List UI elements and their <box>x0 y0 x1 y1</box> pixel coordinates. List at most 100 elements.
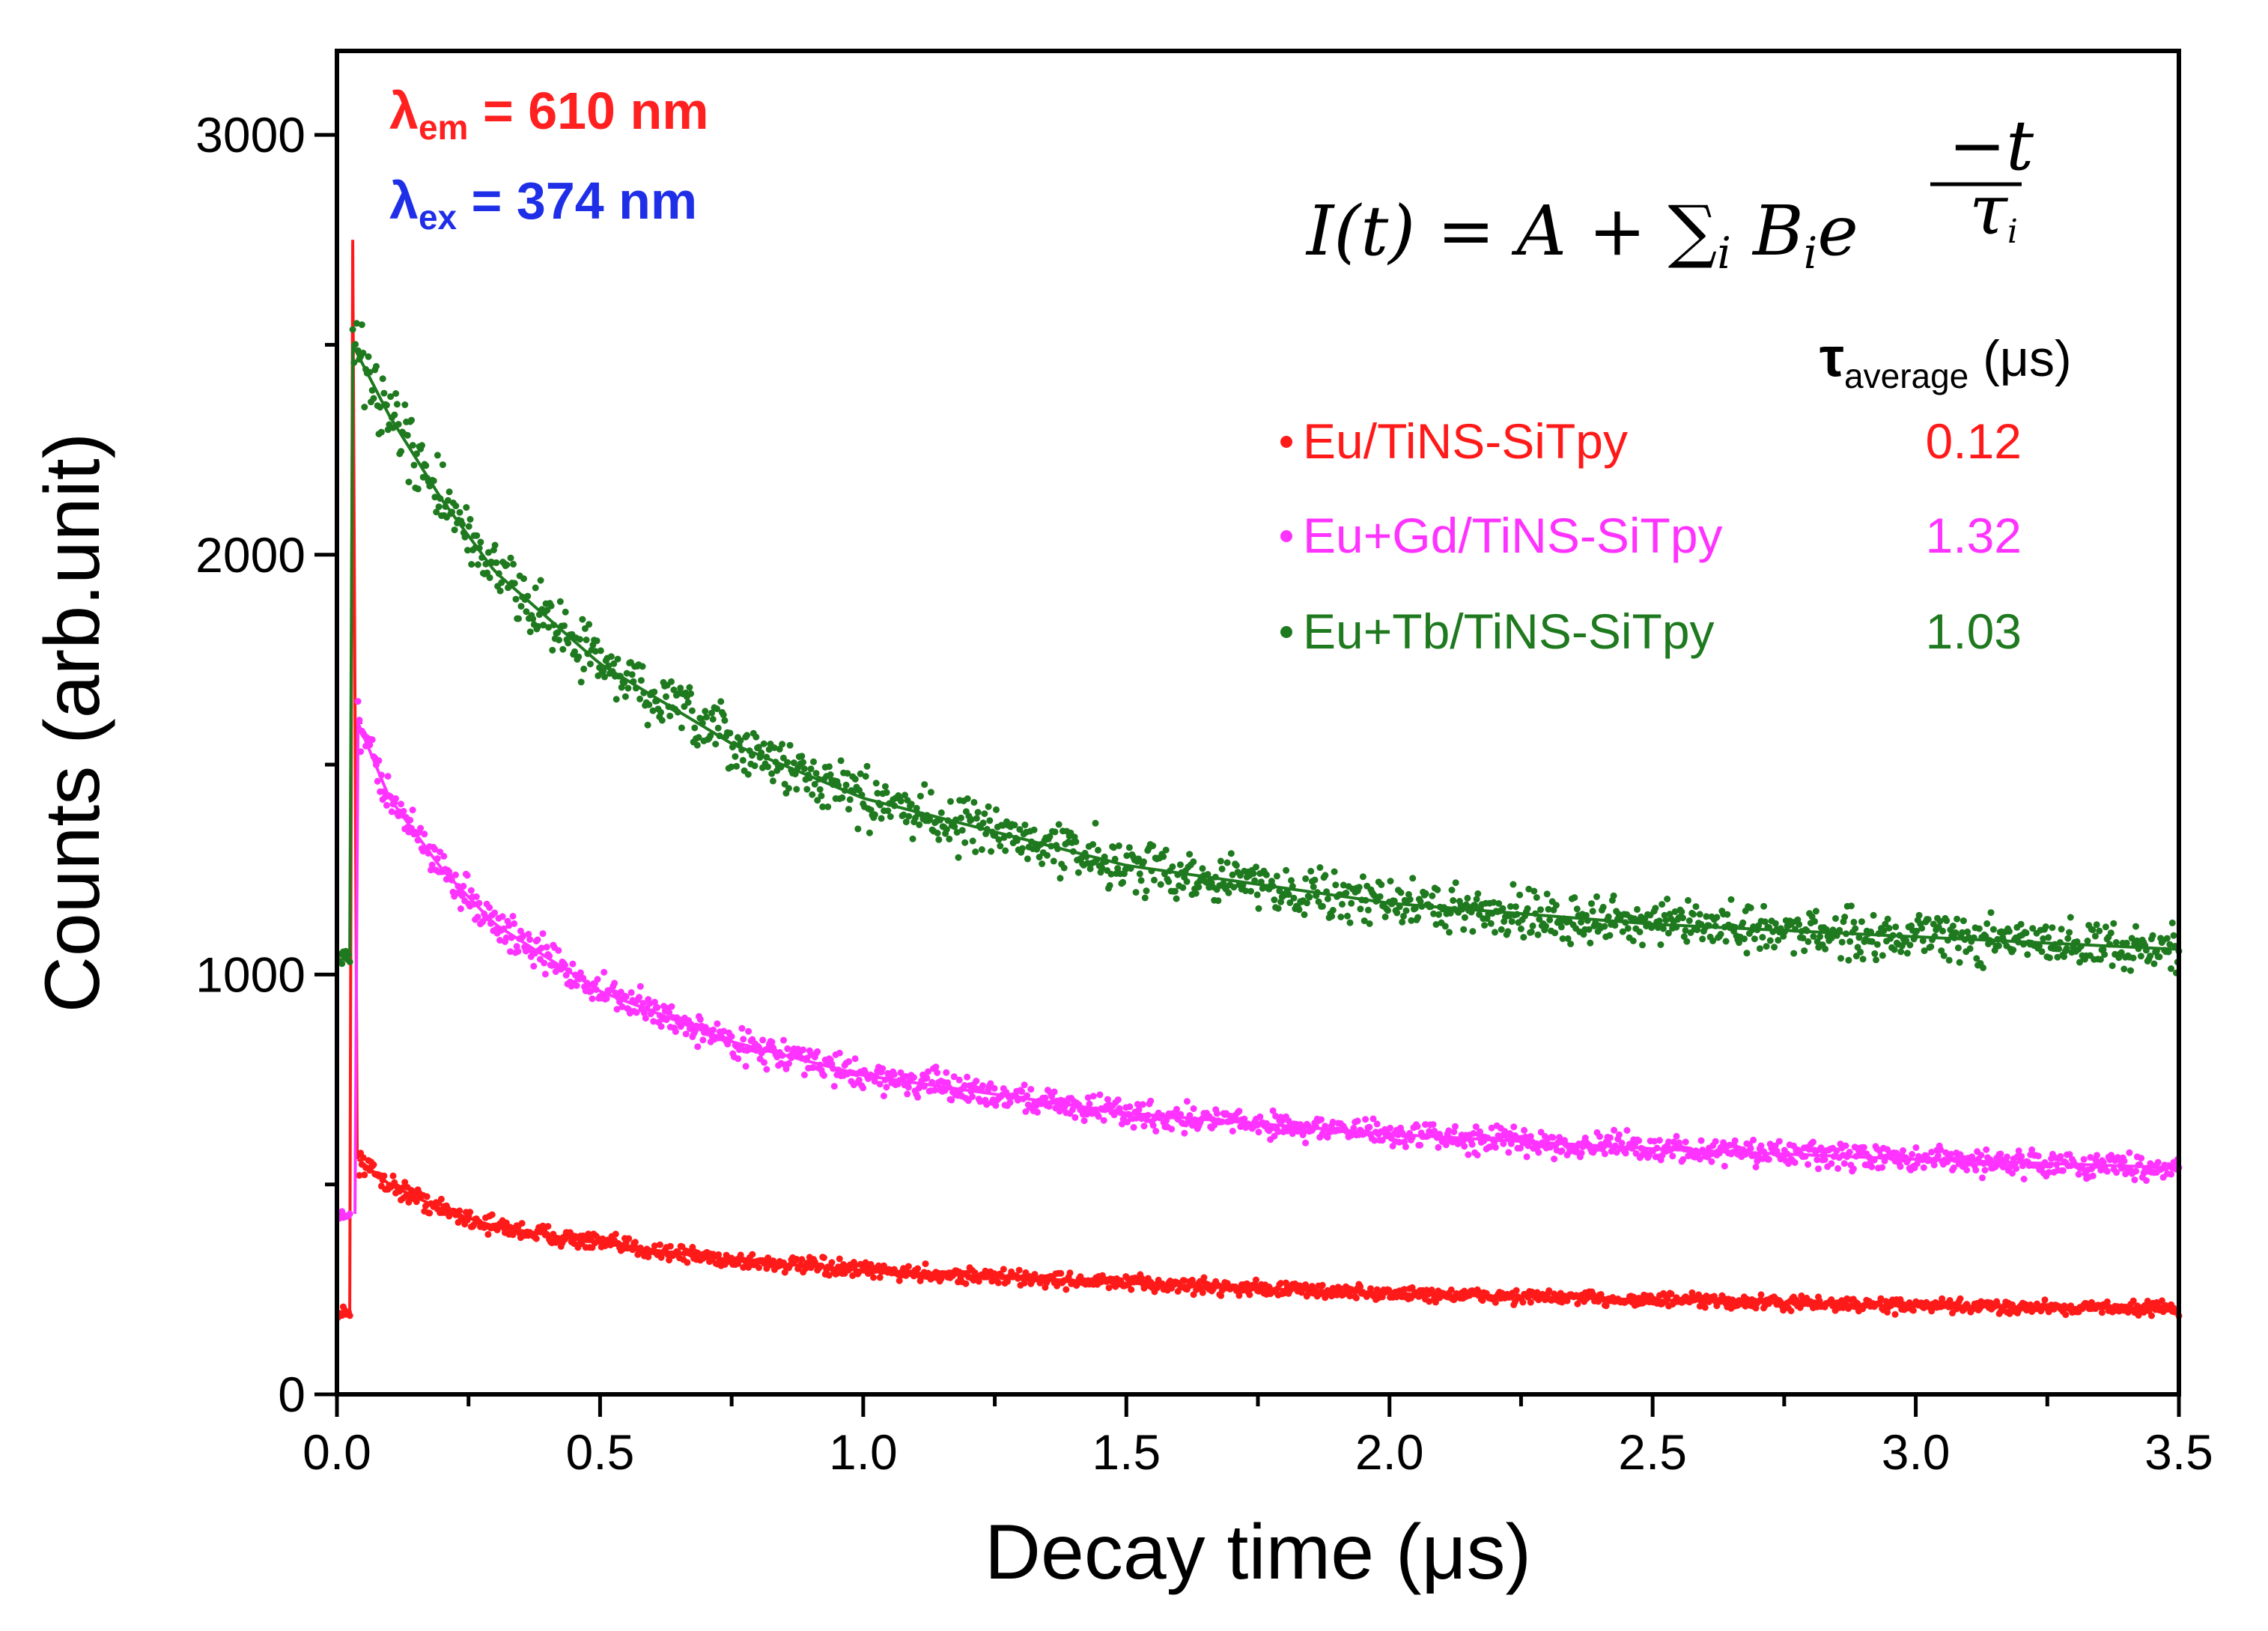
data-point <box>1841 914 1849 920</box>
legend-tau-value: 0.12 <box>1926 413 2022 469</box>
data-point <box>1657 941 1664 948</box>
pre-pulse-point <box>346 1210 353 1218</box>
data-point <box>1602 1302 1610 1310</box>
data-point <box>1115 842 1122 849</box>
data-point <box>1930 1161 1938 1169</box>
data-point <box>644 721 651 729</box>
data-point <box>958 814 964 821</box>
data-point <box>383 801 390 809</box>
data-point <box>1213 1110 1220 1117</box>
data-point <box>991 1084 998 1092</box>
data-point <box>1256 1113 1264 1120</box>
data-point <box>2138 1155 2145 1162</box>
data-point <box>1429 892 1436 899</box>
data-point <box>1816 933 1824 941</box>
data-point <box>2131 1176 2138 1184</box>
data-point <box>456 1207 463 1215</box>
data-point <box>1834 1164 1842 1172</box>
data-point <box>1318 1116 1325 1123</box>
data-point <box>1963 1167 1971 1173</box>
data-point <box>1492 1299 1499 1306</box>
data-point <box>1897 948 1905 956</box>
legend-header-tau: τ <box>1819 326 1844 388</box>
data-point <box>1141 894 1149 902</box>
data-point <box>577 678 585 686</box>
data-point <box>1364 906 1372 914</box>
data-point <box>1402 907 1410 914</box>
data-point <box>2058 926 2065 933</box>
data-point <box>1316 864 1324 871</box>
data-point <box>875 1262 882 1269</box>
data-point <box>2010 947 2017 953</box>
data-point <box>2098 1309 2106 1316</box>
data-point <box>1909 1150 1916 1158</box>
data-point <box>1066 1269 1074 1277</box>
data-point <box>973 815 980 822</box>
data-point <box>1057 875 1064 882</box>
data-point <box>1273 872 1280 880</box>
data-point <box>526 936 534 944</box>
data-point <box>1346 919 1354 926</box>
data-point <box>1460 926 1468 933</box>
data-point <box>786 741 794 749</box>
data-point <box>1763 943 1770 950</box>
data-point <box>1192 890 1200 897</box>
data-point <box>1039 860 1046 867</box>
data-point <box>781 1269 788 1276</box>
data-point <box>1772 920 1779 927</box>
data-point <box>2013 1164 2020 1172</box>
data-point <box>2022 929 2030 937</box>
data-point <box>1015 1266 1023 1274</box>
data-point <box>1828 1160 1835 1167</box>
em-lambda: λ <box>389 82 419 140</box>
data-point <box>916 821 923 828</box>
data-point <box>534 936 541 944</box>
data-point <box>1587 939 1594 947</box>
data-point <box>1393 909 1401 917</box>
data-point <box>1149 1122 1157 1129</box>
data-point <box>1168 1126 1176 1133</box>
data-point <box>961 839 969 846</box>
data-point <box>1696 911 1703 918</box>
data-point <box>2089 1172 2097 1179</box>
data-point <box>2041 1296 2049 1304</box>
data-point <box>1306 893 1313 901</box>
data-point <box>1766 937 1774 944</box>
data-point <box>1011 821 1018 829</box>
data-point <box>1331 868 1338 875</box>
data-point <box>927 789 934 796</box>
data-point <box>1034 1108 1041 1116</box>
data-point <box>1051 828 1059 836</box>
data-point <box>666 1242 674 1250</box>
data-point <box>1288 877 1295 884</box>
data-point <box>1966 945 1974 953</box>
data-point <box>1524 905 1531 912</box>
data-point <box>1906 941 1914 949</box>
data-point <box>361 1171 368 1179</box>
data-point <box>1516 891 1524 899</box>
em-subscript: em <box>419 108 468 147</box>
data-point <box>1747 904 1754 911</box>
data-point <box>2149 932 2156 939</box>
data-point <box>1302 875 1310 882</box>
data-point <box>625 1235 633 1242</box>
pre-pulse-point <box>338 960 346 968</box>
data-point <box>1295 906 1303 914</box>
data-point <box>764 763 771 771</box>
data-point <box>934 830 941 836</box>
data-point <box>1355 884 1363 891</box>
data-point <box>1801 947 1808 955</box>
data-point <box>1842 1142 1849 1149</box>
data-point <box>693 741 701 749</box>
data-point <box>1359 873 1366 881</box>
data-point <box>2067 914 2074 921</box>
data-point <box>565 640 572 647</box>
data-point <box>1943 917 1951 924</box>
data-point <box>1811 917 1819 925</box>
data-point <box>1468 1141 1476 1148</box>
svg-text:I(t) = A + ∑i Bie: I(t) = A + ∑i Bie <box>1305 191 1858 279</box>
data-point <box>1949 923 1957 929</box>
data-point <box>2080 1155 2088 1163</box>
data-point <box>1551 1155 1558 1163</box>
data-point <box>1885 925 1893 932</box>
